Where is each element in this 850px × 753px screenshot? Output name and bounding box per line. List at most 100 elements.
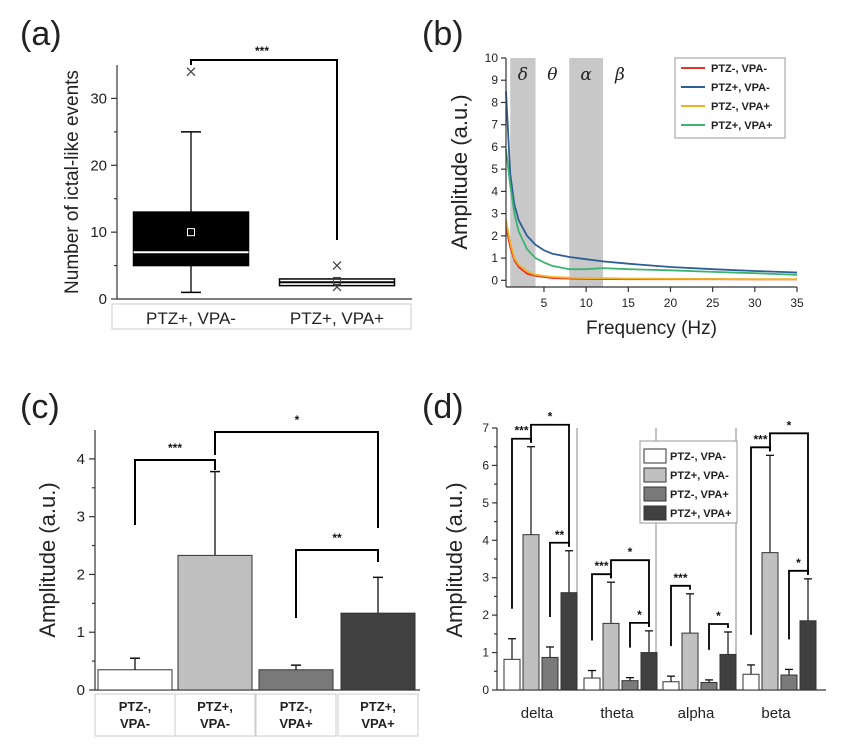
- outlier-marker: [186, 67, 196, 77]
- y-tick-label: 6: [482, 458, 489, 472]
- y-tick-label: 8: [491, 95, 498, 109]
- legend-entry: PTZ-, VPA-: [670, 451, 726, 463]
- x-tick-label: 30: [748, 296, 762, 310]
- significance-label: *: [787, 418, 792, 432]
- significance-bracket: [190, 59, 338, 240]
- y-tick-label: 1: [77, 624, 85, 641]
- panel-d-grouped-bar-chart: 0 1 2 3 4 5 6 7 Amplitude (a.u.) delta theta alpha b…: [442, 410, 826, 722]
- legend-swatch: [643, 486, 667, 502]
- significance-bracket: [530, 423, 570, 547]
- x-tick-label: 25: [706, 296, 720, 310]
- significance-bracket: [769, 432, 809, 575]
- x-category-label: alpha: [678, 705, 715, 722]
- bar: [583, 677, 601, 691]
- significance-label: ***: [168, 441, 182, 455]
- category-label-box: [337, 693, 419, 737]
- bar: [799, 620, 817, 691]
- bar: [742, 673, 760, 691]
- legend-entry: PTZ+, VPA+: [670, 508, 732, 520]
- x-tick-label: 35: [790, 296, 804, 310]
- significance-bracket: [295, 549, 379, 618]
- x-category-label: PTZ-,: [280, 699, 313, 714]
- significance-bracket: [629, 621, 650, 648]
- y-tick-label: 9: [491, 73, 498, 87]
- spectrum-series-line: [505, 91, 798, 274]
- bar: [258, 669, 334, 691]
- significance-label: **: [555, 528, 565, 542]
- y-tick-label: 0: [482, 683, 489, 697]
- legend-entry: PTZ-, VPA+: [670, 489, 729, 501]
- legend-swatch: [643, 448, 667, 464]
- significance-label: ***: [255, 44, 269, 58]
- y-tick-label: 2: [482, 608, 489, 622]
- x-axis-label: Frequency (Hz): [586, 318, 717, 339]
- x-category-label: VPA+: [361, 716, 395, 731]
- x-tick-label: 5: [541, 296, 548, 310]
- bar: [503, 658, 521, 691]
- significance-label: **: [332, 531, 342, 545]
- y-tick-label: 6: [491, 140, 498, 154]
- legend-swatch: [643, 505, 667, 521]
- x-category-label: VPA-: [200, 716, 230, 731]
- box-iqr: [132, 211, 250, 267]
- panel-a-box-plot: 0 10 20 30 Number of ictal-like events PTZ+, …: [62, 44, 412, 330]
- x-category-label: VPA-: [120, 716, 150, 731]
- band-symbol: β: [614, 65, 625, 85]
- y-tick-label: 5: [482, 496, 489, 510]
- panel-label-d: (d): [422, 388, 464, 426]
- bar: [522, 534, 540, 691]
- panel-label-c: (c): [20, 388, 60, 426]
- significance-bracket: [549, 541, 570, 617]
- significance-label: *: [796, 556, 801, 570]
- outlier-marker: [332, 261, 342, 271]
- x-tick-label: 10: [579, 296, 593, 310]
- y-axis-label: Amplitude (a.u.): [35, 482, 60, 637]
- spectrum-series-line: [505, 149, 798, 276]
- significance-label: *: [295, 413, 300, 427]
- legend-entry: PTZ-, VPA+: [711, 101, 770, 113]
- significance-label: *: [548, 410, 553, 424]
- y-tick-label: 20: [90, 157, 107, 174]
- legend-entry: PTZ+, VPA-: [711, 82, 770, 94]
- bar: [700, 682, 718, 691]
- y-tick-label: 3: [482, 571, 489, 585]
- outlier-marker: [332, 282, 342, 292]
- bar: [560, 592, 578, 691]
- mean-marker: [187, 228, 195, 237]
- bar: [602, 622, 620, 691]
- category-label-box: [111, 303, 412, 330]
- bar: [662, 681, 680, 691]
- x-category-label: PTZ+, VPA+: [290, 309, 384, 328]
- significance-bracket: [610, 559, 650, 627]
- x-category-label: VPA+: [279, 716, 313, 731]
- panel-label-b: (b): [422, 15, 464, 53]
- frequency-band-shade: [569, 58, 603, 287]
- bar: [621, 680, 639, 691]
- panel-c-bar-chart: 0 1 2 3 4 Amplitude (a.u.) PTZ-, VPA- PTZ+, VPA- P…: [35, 413, 420, 737]
- legend-entry: PTZ-, VPA-: [711, 63, 767, 75]
- significance-label: ***: [673, 571, 687, 585]
- significance-bracket: [214, 431, 379, 528]
- y-axis-label: Amplitude (a.u.): [442, 482, 467, 637]
- bar: [719, 653, 737, 691]
- bar: [97, 669, 173, 691]
- y-tick-label: 5: [491, 162, 498, 176]
- band-symbol: α: [580, 65, 592, 85]
- y-tick-label: 0: [77, 682, 85, 699]
- legend-swatch: [643, 467, 667, 483]
- significance-bracket: [708, 623, 729, 650]
- legend-entry: PTZ+, VPA+: [711, 120, 773, 132]
- mean-marker: [333, 276, 341, 285]
- y-tick-label: 7: [491, 118, 498, 132]
- bar: [340, 612, 416, 691]
- y-tick-label: 10: [90, 224, 107, 241]
- y-tick-label: 4: [491, 184, 498, 198]
- significance-label: ***: [753, 432, 767, 446]
- significance-label: ***: [594, 559, 608, 573]
- bar: [541, 656, 559, 691]
- bar: [177, 554, 253, 691]
- y-tick-label: 30: [90, 90, 107, 107]
- category-label-box: [174, 693, 256, 737]
- x-category-label: delta: [521, 705, 554, 722]
